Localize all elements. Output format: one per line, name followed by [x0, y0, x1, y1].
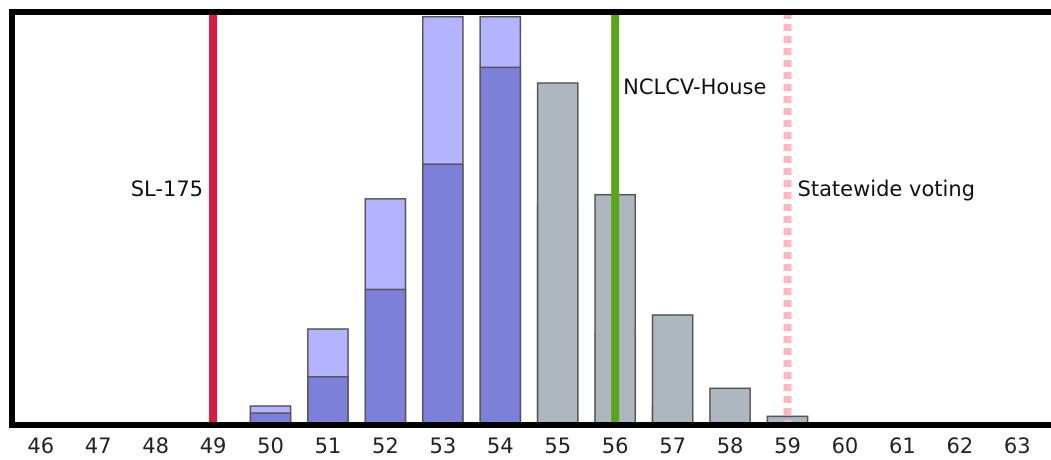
x-tick-label-55: 55 [544, 434, 571, 458]
x-tick-label-50: 50 [257, 434, 284, 458]
x-tick-label-46: 46 [27, 434, 54, 458]
bar-series-2-x-51 [307, 376, 349, 426]
x-tick-label-63: 63 [1004, 434, 1031, 458]
x-tick-label-47: 47 [85, 434, 112, 458]
x-tick-label-56: 56 [602, 434, 629, 458]
x-tick-label-48: 48 [142, 434, 169, 458]
bar-series-2-x-54 [479, 66, 522, 426]
x-tick-label-52: 52 [372, 434, 399, 458]
x-tick-label-54: 54 [487, 434, 514, 458]
x-tick-labels: 46 47 48 49 50 51 52 53 54 55 56 57 58 59 60 61 62 63 [27, 434, 1030, 458]
x-tick-label-53: 53 [429, 434, 456, 458]
bar-series-1-x-57 [651, 314, 694, 426]
x-tick-label-61: 61 [889, 434, 916, 458]
annotations-layer: SL-175 NCLCV-House Statewide voting [131, 75, 975, 201]
bar-series-1-x-55 [536, 82, 579, 426]
reference-lines-layer [209, 12, 792, 425]
annotation-nclcv-house: NCLCV-House [623, 75, 766, 99]
x-tick-label-58: 58 [717, 434, 744, 458]
annotation-sl-175: SL-175 [131, 177, 203, 201]
x-tick-label-59: 59 [774, 434, 801, 458]
bar-series-1-x-58 [709, 387, 751, 426]
x-tick-label-62: 62 [946, 434, 973, 458]
bar-series-2-x-53 [421, 163, 464, 426]
bar-series-2-x-52 [364, 288, 407, 426]
annotation-statewide-voting: Statewide voting [798, 177, 976, 201]
x-tick-label-51: 51 [315, 434, 342, 458]
plot-frame [9, 9, 1051, 428]
x-tick-label-57: 57 [659, 434, 686, 458]
x-tick-label-49: 49 [200, 434, 227, 458]
x-tick-label-60: 60 [832, 434, 859, 458]
